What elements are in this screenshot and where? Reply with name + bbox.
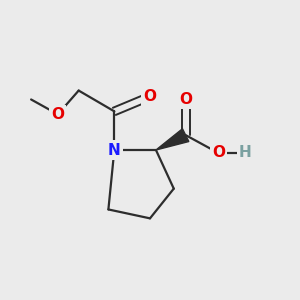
Text: O: O	[212, 146, 225, 160]
Text: H: H	[239, 146, 251, 160]
Polygon shape	[156, 129, 189, 150]
Text: O: O	[143, 89, 157, 104]
Text: O: O	[51, 107, 64, 122]
Text: O: O	[179, 92, 192, 107]
Text: N: N	[108, 142, 121, 158]
